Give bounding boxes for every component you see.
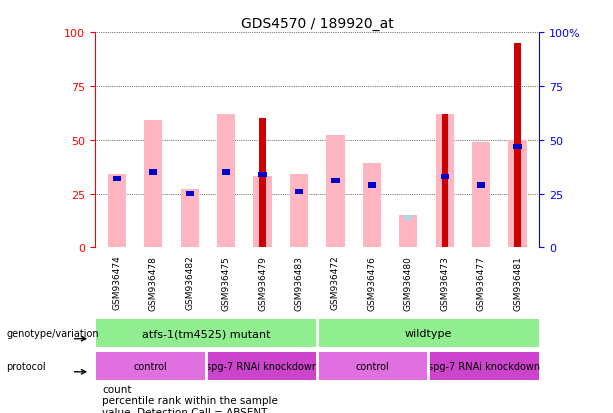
Bar xyxy=(477,183,485,188)
Bar xyxy=(144,121,162,248)
Bar xyxy=(186,191,194,197)
Bar xyxy=(290,175,308,248)
Text: GDS4570 / 189920_at: GDS4570 / 189920_at xyxy=(241,17,394,31)
Bar xyxy=(332,178,340,184)
Bar xyxy=(508,140,527,248)
Text: GSM936474: GSM936474 xyxy=(112,255,121,310)
Text: GSM936472: GSM936472 xyxy=(331,255,340,310)
Text: protocol: protocol xyxy=(6,361,46,372)
Bar xyxy=(108,175,126,248)
Text: spg-7 RNAi knockdown: spg-7 RNAi knockdown xyxy=(428,361,540,372)
Text: GSM936479: GSM936479 xyxy=(258,255,267,310)
Text: GSM936475: GSM936475 xyxy=(222,255,230,310)
Bar xyxy=(96,353,205,380)
Bar xyxy=(404,215,413,221)
Bar xyxy=(326,136,345,248)
Bar xyxy=(399,216,417,248)
Bar xyxy=(207,353,316,380)
Bar xyxy=(259,172,267,178)
Bar xyxy=(472,142,490,248)
Text: genotype/variation: genotype/variation xyxy=(6,328,99,339)
Bar xyxy=(222,170,230,175)
Bar xyxy=(295,189,303,195)
Bar xyxy=(318,353,428,380)
Text: control: control xyxy=(356,361,390,372)
Bar xyxy=(181,190,199,248)
Text: GSM936483: GSM936483 xyxy=(294,255,303,310)
Bar xyxy=(368,183,376,188)
Text: value, Detection Call = ABSENT: value, Detection Call = ABSENT xyxy=(102,407,267,413)
Bar xyxy=(149,170,158,175)
Text: GSM936476: GSM936476 xyxy=(367,255,376,310)
Bar xyxy=(217,115,235,248)
Bar xyxy=(441,174,449,180)
Text: GSM936478: GSM936478 xyxy=(149,255,158,310)
Bar xyxy=(436,115,454,248)
Bar xyxy=(318,320,539,347)
Text: GSM936482: GSM936482 xyxy=(185,255,194,310)
Bar xyxy=(363,164,381,248)
Text: GSM936477: GSM936477 xyxy=(477,255,485,310)
Bar xyxy=(514,144,522,150)
Text: GSM936480: GSM936480 xyxy=(404,255,413,310)
Bar xyxy=(429,353,539,380)
Bar xyxy=(514,44,521,248)
Bar xyxy=(96,320,316,347)
Bar xyxy=(254,177,272,248)
Text: control: control xyxy=(134,361,167,372)
Bar xyxy=(259,119,266,248)
Text: percentile rank within the sample: percentile rank within the sample xyxy=(102,395,278,405)
Text: GSM936473: GSM936473 xyxy=(440,255,449,310)
Bar xyxy=(113,176,121,182)
Text: wildtype: wildtype xyxy=(405,328,452,339)
Bar xyxy=(441,115,448,248)
Text: count: count xyxy=(102,384,132,394)
Text: atfs-1(tm4525) mutant: atfs-1(tm4525) mutant xyxy=(142,328,270,339)
Text: GSM936481: GSM936481 xyxy=(513,255,522,310)
Text: spg-7 RNAi knockdown: spg-7 RNAi knockdown xyxy=(205,361,318,372)
